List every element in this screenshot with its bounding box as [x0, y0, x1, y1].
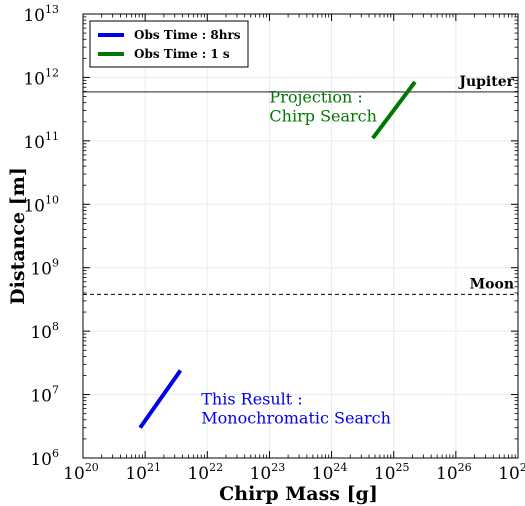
annotation-1-line-1: Projection : [269, 88, 362, 107]
annotation-1-line-2: Chirp Search [269, 107, 377, 126]
y-tick-label: 106 [30, 447, 59, 470]
x-axis-label: Chirp Mass [g] [219, 483, 378, 505]
y-tick-label: 109 [30, 257, 59, 280]
moon-label: Moon [470, 276, 514, 292]
x-tick-label: 1022 [187, 461, 223, 484]
series-line-2 [371, 80, 417, 140]
grid [83, 14, 518, 458]
y-tick-label: 1011 [23, 130, 59, 153]
x-tick-label: 1024 [312, 461, 348, 484]
annotation-2-line-2: Monochromatic Search [201, 408, 391, 427]
legend-box [89, 20, 249, 68]
jupiter-label: Jupiter [457, 74, 514, 90]
x-tick-label: 1021 [125, 461, 161, 484]
annotations: Projection :Chirp Search This Result :Mon… [201, 88, 391, 428]
ticks [82, 13, 519, 459]
legend-entry-2: Obs Time : 1 s [134, 47, 230, 61]
y-tick-label: 1012 [23, 66, 59, 89]
plot-frame [82, 13, 519, 459]
legend: Obs Time : 8hrs Obs Time : 1 s [89, 20, 249, 68]
reference-lines: Jupiter Moon [83, 74, 518, 295]
y-tick-label: 107 [30, 384, 59, 407]
series-line-1 [138, 369, 183, 429]
tick-labels: 1020 1021 1022 1023 1024 1025 1026 1027 106 107 10… [23, 3, 525, 484]
y-tick-label: 1010 [23, 193, 59, 216]
y-tick-label: 108 [30, 320, 59, 343]
annotation-2-line-1: This Result : [201, 389, 302, 408]
y-tick-label: 1013 [23, 3, 59, 26]
y-axis-label: Distance [m] [7, 167, 29, 305]
x-tick-label: 1023 [250, 461, 286, 484]
legend-entry-1: Obs Time : 8hrs [134, 28, 241, 42]
x-tick-label: 1026 [436, 461, 472, 484]
x-tick-label: 1027 [498, 461, 525, 484]
x-tick-label: 1025 [374, 461, 410, 484]
x-tick-label: 1020 [63, 461, 99, 484]
data-series [138, 80, 417, 429]
